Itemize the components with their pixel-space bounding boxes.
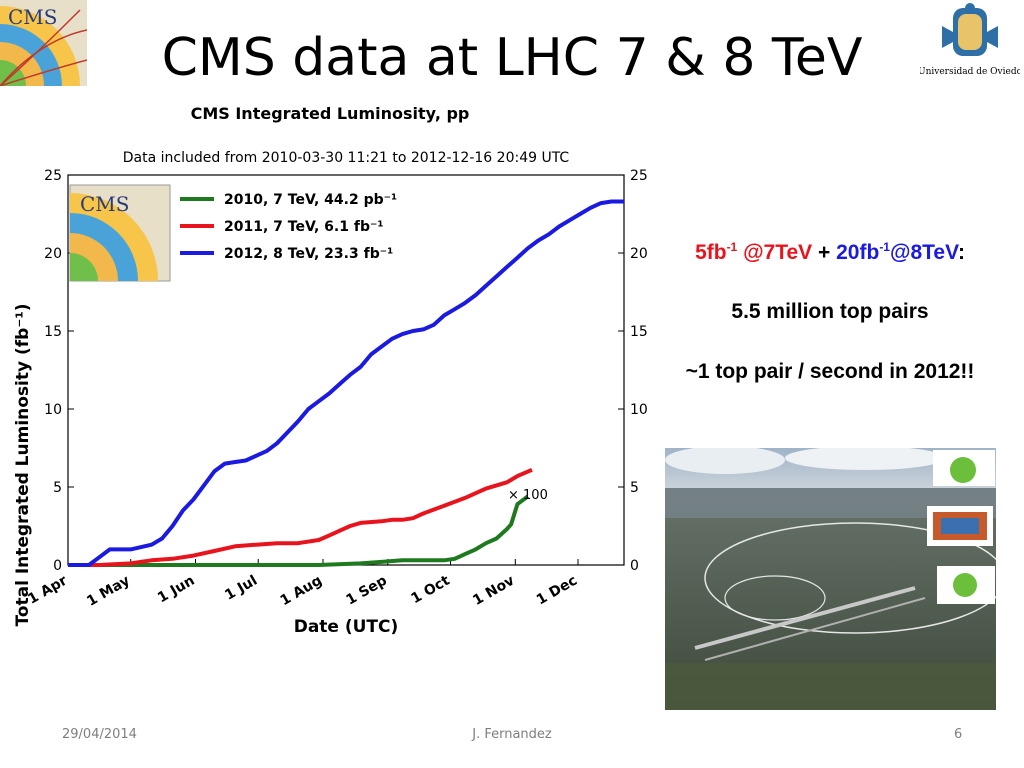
legend-label: 2011, 7 TeV, 6.1 fb⁻¹ — [224, 219, 384, 235]
series-line-2 — [68, 467, 533, 567]
series-line-1 — [68, 494, 529, 567]
y-tick-label-right: 5 — [630, 480, 639, 496]
x-tick-label: 1 Oct — [409, 572, 453, 607]
x-tick-label: 1 Aug — [278, 573, 325, 610]
legend-logo-ring — [70, 253, 98, 281]
university-name: Universidad de Oviedo — [920, 67, 1020, 77]
summary-text: 5fb-1 @7TeV + 20fb-1@8TeV: 5.5 million t… — [660, 238, 1000, 386]
y-tick-label-right: 10 — [630, 402, 648, 418]
legend: CMS 2010, 7 TeV, 44.2 pb⁻¹ 2011, 7 TeV, 6.… — [69, 184, 397, 282]
x-tick-label: 1 May — [84, 573, 132, 610]
luminosity-chart: CMS Integrated Luminosity, pp Data inclu… — [13, 104, 648, 637]
y-tick-label-left: 20 — [44, 246, 62, 262]
legend-cms-logo: CMS — [69, 184, 171, 282]
y-tick-label-right: 20 — [630, 246, 648, 262]
lumi-7tev-label: @7TeV — [737, 241, 813, 264]
y-tick-label-right: 0 — [630, 558, 639, 574]
scale-annotation: × 100 — [508, 488, 548, 503]
legend-label: 2010, 7 TeV, 44.2 pb⁻¹ — [224, 192, 397, 208]
footer-date: 29/04/2014 — [62, 727, 137, 742]
chart-subtitle: Data included from 2010-03-30 11:21 to 2… — [123, 150, 570, 166]
plus-sign: + — [812, 241, 837, 264]
lumi-7tev-sup: -1 — [726, 240, 738, 254]
lumi-8tev-label: @8TeV — [889, 241, 958, 264]
y-tick-label-right: 15 — [630, 324, 648, 340]
x-tick-label: 1 Nov — [470, 573, 517, 609]
y-tick-label-left: 10 — [44, 402, 62, 418]
footer-author: J. Fernandez — [472, 727, 552, 742]
legend-logo-text: CMS — [80, 192, 129, 216]
x-axis-label: Date (UTC) — [294, 617, 399, 637]
lumi-8tev-sup: -1 — [879, 240, 890, 254]
lumi-7tev-value: 5fb — [695, 241, 727, 264]
series-line-3 — [68, 199, 624, 567]
lumi-8tev-value: 20fb — [836, 241, 880, 264]
x-tick-label: 1 Jun — [155, 573, 197, 607]
y-tick-label-left: 15 — [44, 324, 62, 340]
cms-logo-text: CMS — [8, 5, 57, 29]
cms-logo: CMS — [0, 0, 87, 86]
colon: : — [957, 241, 965, 264]
x-tick-label: 1 Jul — [222, 573, 260, 604]
x-tick-label: 1 Sep — [344, 573, 390, 609]
y-tick-label-left: 25 — [44, 168, 62, 184]
y-axis-label: Total Integrated Luminosity (fb⁻¹) — [13, 303, 33, 626]
lhc-aerial-photo — [665, 448, 996, 710]
slide-title: CMS data at LHC 7 & 8 TeV — [161, 28, 863, 88]
page-number: 6 — [954, 727, 963, 742]
y-tick-label-left: 5 — [53, 480, 62, 496]
legend-label: 2012, 8 TeV, 23.3 fb⁻¹ — [224, 246, 393, 262]
summary-line-2: 5.5 million top pairs — [731, 300, 929, 324]
summary-line-1: 5fb-1 @7TeV + 20fb-1@8TeV: — [660, 238, 1000, 267]
university-logo: Universidad de Oviedo — [920, 3, 1020, 77]
y-tick-label-right: 25 — [630, 168, 648, 184]
summary-line-3: ~1 top pair / second in 2012!! — [685, 359, 975, 383]
y-tick-label-left: 0 — [53, 558, 62, 574]
x-tick-label: 1 Dec — [534, 573, 580, 609]
chart-title: CMS Integrated Luminosity, pp — [191, 104, 470, 123]
